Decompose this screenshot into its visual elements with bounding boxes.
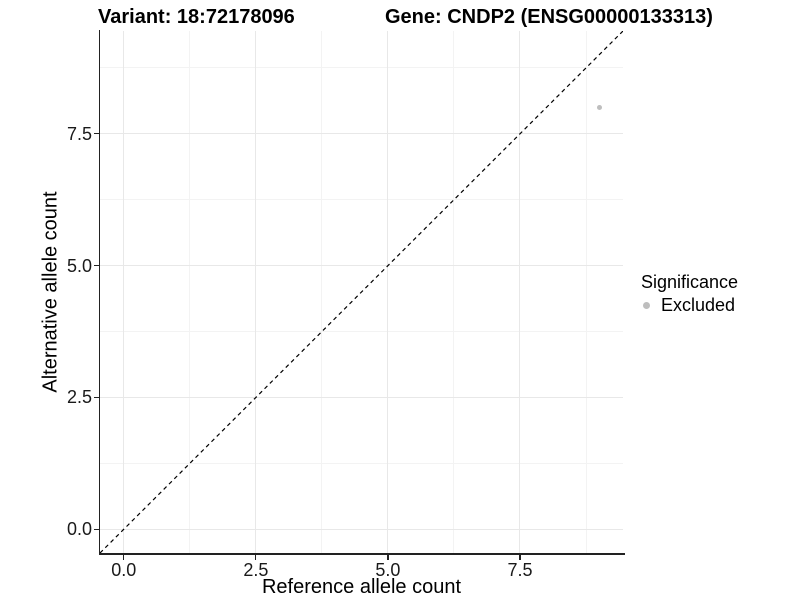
y-tick-label: 5.0	[66, 255, 92, 276]
x-major-gridline	[387, 31, 389, 553]
x-tick-mark	[387, 554, 389, 560]
x-tick-label: 5.0	[375, 560, 401, 580]
x-axis-title: Reference allele count	[261, 576, 461, 598]
legend-title: Significance	[641, 272, 739, 292]
y-major-gridline	[100, 528, 623, 530]
y-minor-gridline	[100, 67, 623, 69]
x-major-gridline	[519, 31, 521, 553]
plot-title-variant: Variant: 18:72178096	[98, 6, 295, 28]
x-major-gridline	[255, 31, 257, 553]
plot-panel	[100, 31, 623, 553]
data-point	[596, 104, 602, 110]
x-minor-gridline	[453, 31, 455, 553]
plot-title-gene: Gene: CNDP2 (ENSG00000133313)	[385, 6, 713, 28]
y-tick-mark	[93, 265, 99, 267]
y-axis-title: Alternative allele count	[39, 191, 62, 393]
legend-item-excluded: Excluded	[638, 295, 738, 315]
y-major-gridline	[100, 133, 623, 135]
y-tick-mark	[93, 396, 99, 399]
x-axis-line	[98, 553, 625, 555]
x-minor-gridline	[189, 31, 191, 553]
legend: Significance Excluded	[638, 271, 738, 315]
y-axis-line	[98, 30, 100, 555]
x-minor-gridline	[321, 31, 323, 553]
y-minor-gridline	[100, 199, 623, 201]
x-major-gridline	[123, 31, 125, 553]
y-minor-gridline	[100, 331, 623, 333]
legend-point-icon	[643, 301, 650, 309]
y-minor-gridline	[100, 462, 623, 464]
y-tick-label: 7.5	[66, 123, 92, 144]
identity-line	[100, 31, 623, 553]
y-major-gridline	[100, 265, 623, 267]
x-tick-label: 7.5	[507, 560, 533, 580]
x-tick-label: 0.0	[111, 560, 137, 580]
x-tick-mark	[123, 554, 125, 560]
legend-item-label: Excluded	[661, 294, 736, 315]
y-major-gridline	[100, 396, 623, 398]
y-tick-label: 0.0	[66, 519, 92, 540]
y-tick-label: 2.5	[66, 387, 92, 408]
y-tick-mark	[93, 528, 99, 530]
x-tick-mark	[519, 554, 521, 560]
x-minor-gridline	[585, 31, 587, 553]
x-tick-mark	[255, 554, 257, 560]
y-tick-mark	[93, 133, 99, 135]
x-tick-label: 2.5	[243, 560, 269, 580]
